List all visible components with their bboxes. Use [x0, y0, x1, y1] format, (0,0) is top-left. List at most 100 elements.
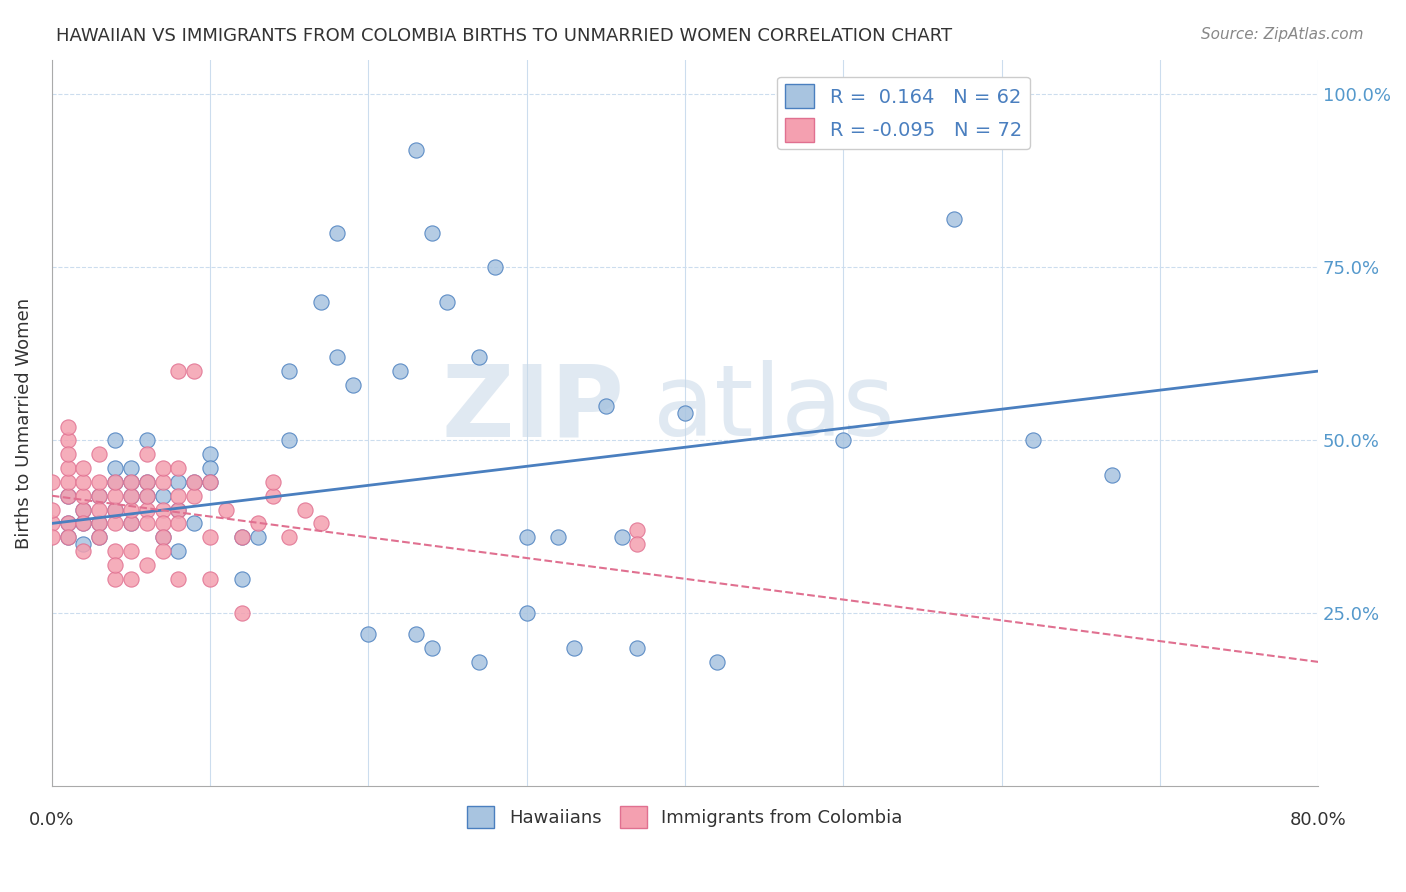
Point [72, 489, 94, 503]
Point [135, 434, 157, 448]
Point [516, 530, 538, 544]
Point [183, 489, 205, 503]
Point [104, 544, 127, 558]
Point [120, 489, 142, 503]
Point [215, 502, 238, 516]
Point [198, 572, 221, 586]
Text: ZIP: ZIP [441, 360, 624, 457]
Point [152, 489, 174, 503]
Point [152, 516, 174, 531]
Text: 0.0%: 0.0% [30, 812, 75, 830]
Point [167, 461, 190, 475]
Point [278, 364, 301, 378]
Point [104, 475, 127, 489]
Point [626, 537, 648, 551]
Point [104, 572, 127, 586]
Point [41, 502, 63, 516]
Point [626, 640, 648, 655]
Point [309, 516, 332, 531]
Legend: Hawaiians, Immigrants from Colombia: Hawaiians, Immigrants from Colombia [460, 799, 910, 836]
Point [56, 516, 79, 531]
Point [1022, 434, 1045, 448]
Point [135, 516, 157, 531]
Point [294, 502, 316, 516]
Point [104, 461, 127, 475]
Point [89, 502, 111, 516]
Point [89, 489, 111, 503]
Point [72, 461, 94, 475]
Point [405, 627, 427, 641]
Point [198, 475, 221, 489]
Point [56, 530, 79, 544]
Point [152, 544, 174, 558]
Point [198, 475, 221, 489]
Point [56, 530, 79, 544]
Point [183, 475, 205, 489]
Point [41, 530, 63, 544]
Point [420, 226, 443, 240]
Point [56, 475, 79, 489]
Point [135, 475, 157, 489]
Point [167, 475, 190, 489]
Point [104, 516, 127, 531]
Point [167, 502, 190, 516]
Point [183, 516, 205, 531]
Point [516, 607, 538, 621]
Point [626, 524, 648, 538]
Point [342, 378, 364, 392]
Point [135, 558, 157, 572]
Point [673, 406, 696, 420]
Point [152, 475, 174, 489]
Point [420, 640, 443, 655]
Point [231, 607, 253, 621]
Point [120, 544, 142, 558]
Point [388, 364, 411, 378]
Point [120, 461, 142, 475]
Point [405, 143, 427, 157]
Point [89, 516, 111, 531]
Point [89, 530, 111, 544]
Point [436, 294, 458, 309]
Point [135, 447, 157, 461]
Point [152, 530, 174, 544]
Point [246, 530, 269, 544]
Text: Source: ZipAtlas.com: Source: ZipAtlas.com [1201, 27, 1364, 42]
Point [89, 475, 111, 489]
Point [135, 489, 157, 503]
Point [72, 544, 94, 558]
Point [832, 434, 855, 448]
Point [1101, 467, 1123, 482]
Point [246, 516, 269, 531]
Point [89, 447, 111, 461]
Point [72, 502, 94, 516]
Point [152, 461, 174, 475]
Point [610, 530, 633, 544]
Point [183, 364, 205, 378]
Point [120, 516, 142, 531]
Point [152, 502, 174, 516]
Point [468, 351, 491, 365]
Point [325, 351, 347, 365]
Text: HAWAIIAN VS IMMIGRANTS FROM COLOMBIA BIRTHS TO UNMARRIED WOMEN CORRELATION CHART: HAWAIIAN VS IMMIGRANTS FROM COLOMBIA BIR… [56, 27, 952, 45]
Point [41, 516, 63, 531]
Point [89, 489, 111, 503]
Point [943, 211, 966, 226]
Point [231, 572, 253, 586]
Point [484, 260, 506, 275]
Point [56, 447, 79, 461]
Text: atlas: atlas [652, 360, 894, 457]
Point [262, 489, 284, 503]
Point [120, 572, 142, 586]
Point [152, 530, 174, 544]
Point [104, 558, 127, 572]
Point [135, 475, 157, 489]
Point [104, 489, 127, 503]
Point [167, 489, 190, 503]
Point [135, 489, 157, 503]
Point [72, 537, 94, 551]
Point [56, 419, 79, 434]
Point [72, 516, 94, 531]
Point [72, 475, 94, 489]
Point [278, 434, 301, 448]
Point [262, 475, 284, 489]
